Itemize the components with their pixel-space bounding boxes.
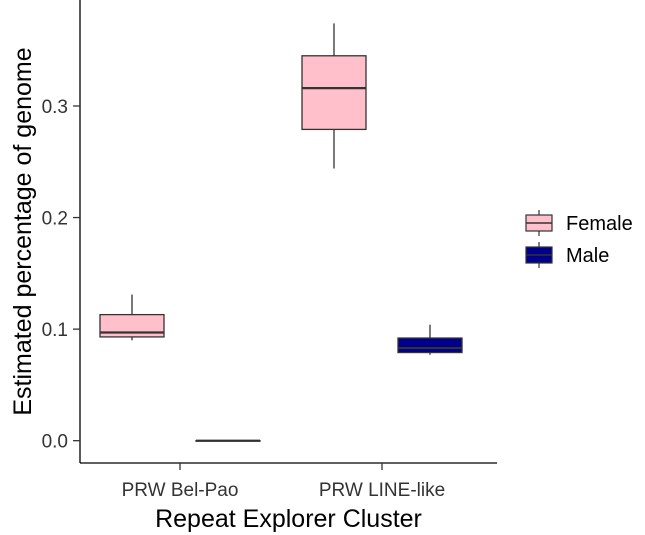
legend: Female Male	[525, 210, 633, 268]
y-ticks: 0.0 0.1 0.2 0.3	[42, 97, 80, 453]
iqr-box	[99, 313, 165, 338]
legend-label: Female	[566, 213, 633, 235]
iqr-box	[301, 55, 367, 131]
x-tick-label: PRW LINE-like	[319, 480, 445, 501]
y-tick-label: 0.2	[42, 209, 68, 230]
x-ticks: PRW Bel-Pao PRW LINE-like	[122, 463, 445, 501]
male-box	[397, 324, 463, 355]
legend-item: Male	[525, 242, 609, 268]
y-tick-label: 0.3	[42, 97, 68, 118]
y-axis-title: Estimated percentage of genome	[9, 47, 37, 415]
x-tick-label: PRW Bel-Pao	[122, 480, 239, 501]
female-box	[99, 294, 165, 341]
male-box	[195, 439, 261, 442]
legend-label: Male	[566, 245, 609, 267]
axes	[79, 0, 497, 464]
y-tick-label: 0.0	[42, 432, 68, 453]
iqr-box	[397, 337, 463, 354]
x-axis-title: Repeat Explorer Cluster	[155, 505, 422, 533]
legend-item: Female	[525, 210, 633, 236]
y-tick-label: 0.1	[42, 320, 68, 341]
boxes	[99, 23, 463, 442]
female-box	[301, 23, 367, 169]
